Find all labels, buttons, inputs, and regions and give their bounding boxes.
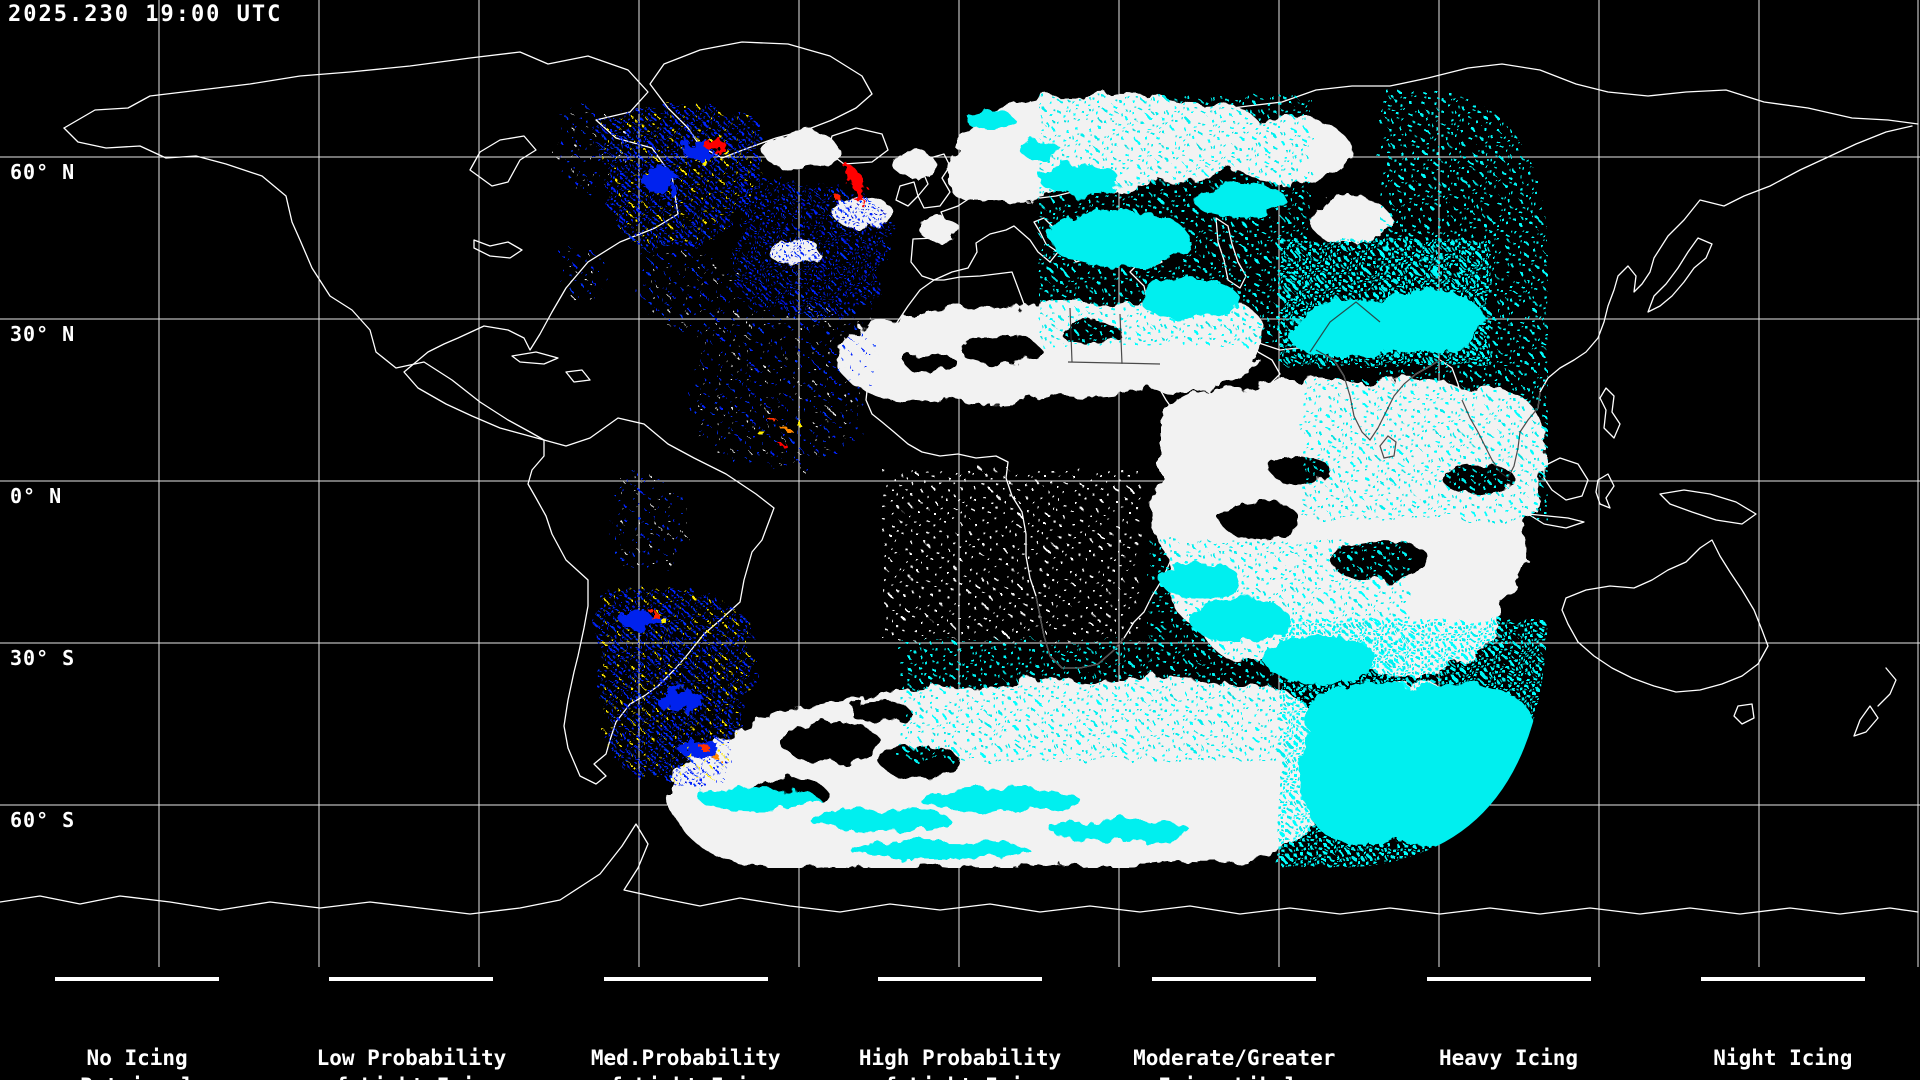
goes-icing-overlay (556, 103, 893, 786)
legend-label: Moderate/GreaterIcing Likely (1133, 1046, 1336, 1080)
legend-label: Heavy Icing (1439, 1046, 1579, 1070)
legend-label: Med.Probabilityof Light Icing (590, 1046, 781, 1080)
lat-label-60n: 60° N (10, 160, 76, 184)
lat-label-30n: 30° N (10, 322, 76, 346)
legend: No IcingRetrieval Low Probabilityof Ligh… (0, 967, 1920, 1080)
swatch-moderate (1152, 977, 1317, 981)
swatch-no-icing (55, 977, 220, 981)
legend-item-heavy: Heavy Icing (1371, 967, 1645, 1080)
swatch-heavy (1426, 977, 1591, 981)
timestamp: 2025.230 19:00 UTC (8, 2, 283, 27)
lat-label-0n: 0° N (10, 484, 63, 508)
disk-icing-overlay (664, 90, 1548, 868)
swatch-low-prob (329, 977, 494, 981)
legend-item-night: Night Icing (1646, 967, 1920, 1080)
legend-label: High Probabilityof Light Icing (858, 1046, 1062, 1080)
legend-item-med-prob: Med.Probabilityof Light Icing (549, 967, 823, 1080)
legend-label: No IcingRetrieval (80, 1046, 194, 1080)
legend-label: Low Probabilityof Light Icing (316, 1046, 507, 1080)
lat-label-60s: 60° S (10, 808, 76, 832)
legend-label: Night Icing (1713, 1046, 1853, 1070)
swatch-night (1700, 977, 1865, 981)
moderate-icing-spots (648, 139, 866, 761)
legend-item-high-prob: High Probabilityof Light Icing (823, 967, 1097, 1080)
legend-item-no-icing: No IcingRetrieval (0, 967, 274, 1080)
swatch-med-prob (603, 977, 768, 981)
dark-maplines-over-cloud (1035, 301, 1541, 669)
map-canvas (0, 0, 1920, 967)
legend-item-moderate: Moderate/GreaterIcing Likely (1097, 967, 1371, 1080)
lat-label-30s: 30° S (10, 646, 76, 670)
swatch-high-prob (877, 977, 1042, 981)
world-map: 2025.230 19:00 UTC 60° N 30° N 0° N 30° … (0, 0, 1920, 967)
legend-item-low-prob: Low Probabilityof Light Icing (274, 967, 548, 1080)
night-icing-areas (700, 90, 1548, 868)
